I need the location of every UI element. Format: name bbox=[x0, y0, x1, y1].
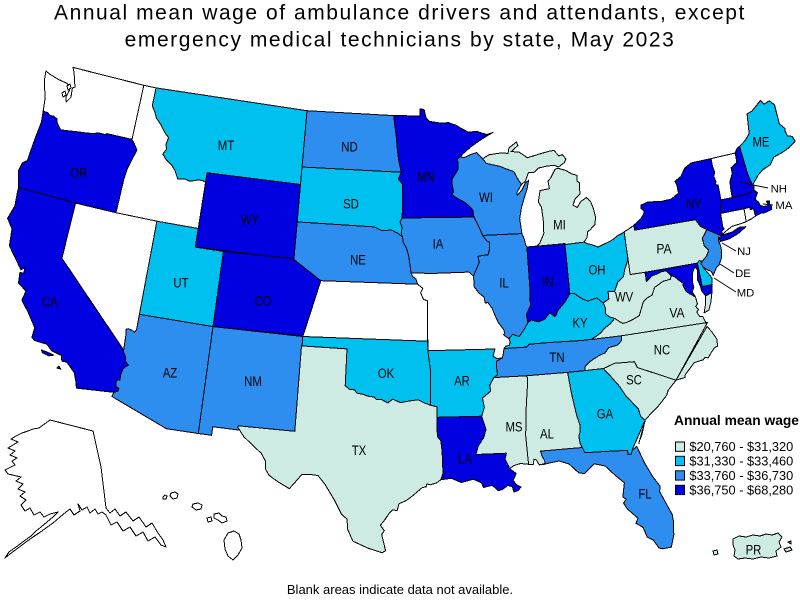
svg-text:AZ: AZ bbox=[163, 366, 178, 381]
svg-text:$31,330 - $33,460: $31,330 - $33,460 bbox=[689, 453, 793, 468]
svg-text:VA: VA bbox=[669, 306, 684, 321]
svg-text:PA: PA bbox=[656, 242, 671, 257]
svg-text:NH: NH bbox=[771, 183, 787, 195]
svg-text:Blank areas indicate data not: Blank areas indicate data not available. bbox=[287, 582, 513, 597]
svg-text:OK: OK bbox=[378, 366, 395, 381]
svg-text:SD: SD bbox=[343, 197, 359, 212]
svg-text:WY: WY bbox=[241, 213, 259, 228]
svg-text:AR: AR bbox=[454, 374, 470, 389]
svg-text:NJ: NJ bbox=[737, 246, 751, 258]
svg-text:$20,760 - $31,320: $20,760 - $31,320 bbox=[689, 439, 793, 454]
svg-text:ME: ME bbox=[752, 135, 769, 150]
svg-text:NE: NE bbox=[350, 253, 366, 268]
svg-text:$36,750 - $68,280: $36,750 - $68,280 bbox=[689, 483, 793, 498]
svg-text:WI: WI bbox=[479, 190, 493, 205]
svg-text:MA: MA bbox=[775, 200, 792, 212]
svg-text:CA: CA bbox=[42, 295, 58, 310]
svg-text:NC: NC bbox=[654, 343, 671, 358]
svg-text:IA: IA bbox=[433, 237, 444, 252]
svg-text:OH: OH bbox=[588, 263, 605, 278]
svg-text:DE: DE bbox=[735, 268, 751, 280]
svg-text:$33,760 - $36,730: $33,760 - $36,730 bbox=[689, 468, 793, 483]
svg-text:MN: MN bbox=[417, 170, 435, 185]
svg-text:GA: GA bbox=[597, 407, 614, 422]
svg-text:Annual mean wage of ambulance: Annual mean wage of ambulance drivers an… bbox=[54, 2, 746, 25]
svg-text:SC: SC bbox=[626, 373, 642, 388]
svg-text:IL: IL bbox=[499, 276, 509, 291]
svg-text:WV: WV bbox=[615, 290, 633, 305]
svg-text:MD: MD bbox=[737, 287, 755, 299]
svg-text:UT: UT bbox=[173, 276, 188, 291]
svg-text:LA: LA bbox=[458, 452, 472, 467]
svg-text:Annual mean wage: Annual mean wage bbox=[674, 413, 799, 428]
svg-text:MI: MI bbox=[553, 218, 566, 233]
svg-text:ND: ND bbox=[341, 140, 358, 155]
svg-text:TN: TN bbox=[549, 350, 564, 365]
svg-text:NY: NY bbox=[686, 197, 702, 212]
svg-text:KY: KY bbox=[572, 316, 587, 331]
svg-text:TX: TX bbox=[352, 443, 367, 458]
svg-text:OR: OR bbox=[70, 166, 87, 181]
svg-text:IN: IN bbox=[542, 275, 553, 290]
svg-text:AL: AL bbox=[540, 427, 554, 442]
svg-text:MT: MT bbox=[218, 138, 234, 153]
svg-text:PR: PR bbox=[746, 543, 762, 558]
svg-text:MS: MS bbox=[505, 420, 522, 435]
svg-text:FL: FL bbox=[638, 487, 651, 502]
svg-text:emergency medical technicians: emergency medical technicians by state, … bbox=[125, 29, 676, 52]
svg-text:CO: CO bbox=[254, 294, 271, 309]
svg-text:NM: NM bbox=[244, 374, 262, 389]
